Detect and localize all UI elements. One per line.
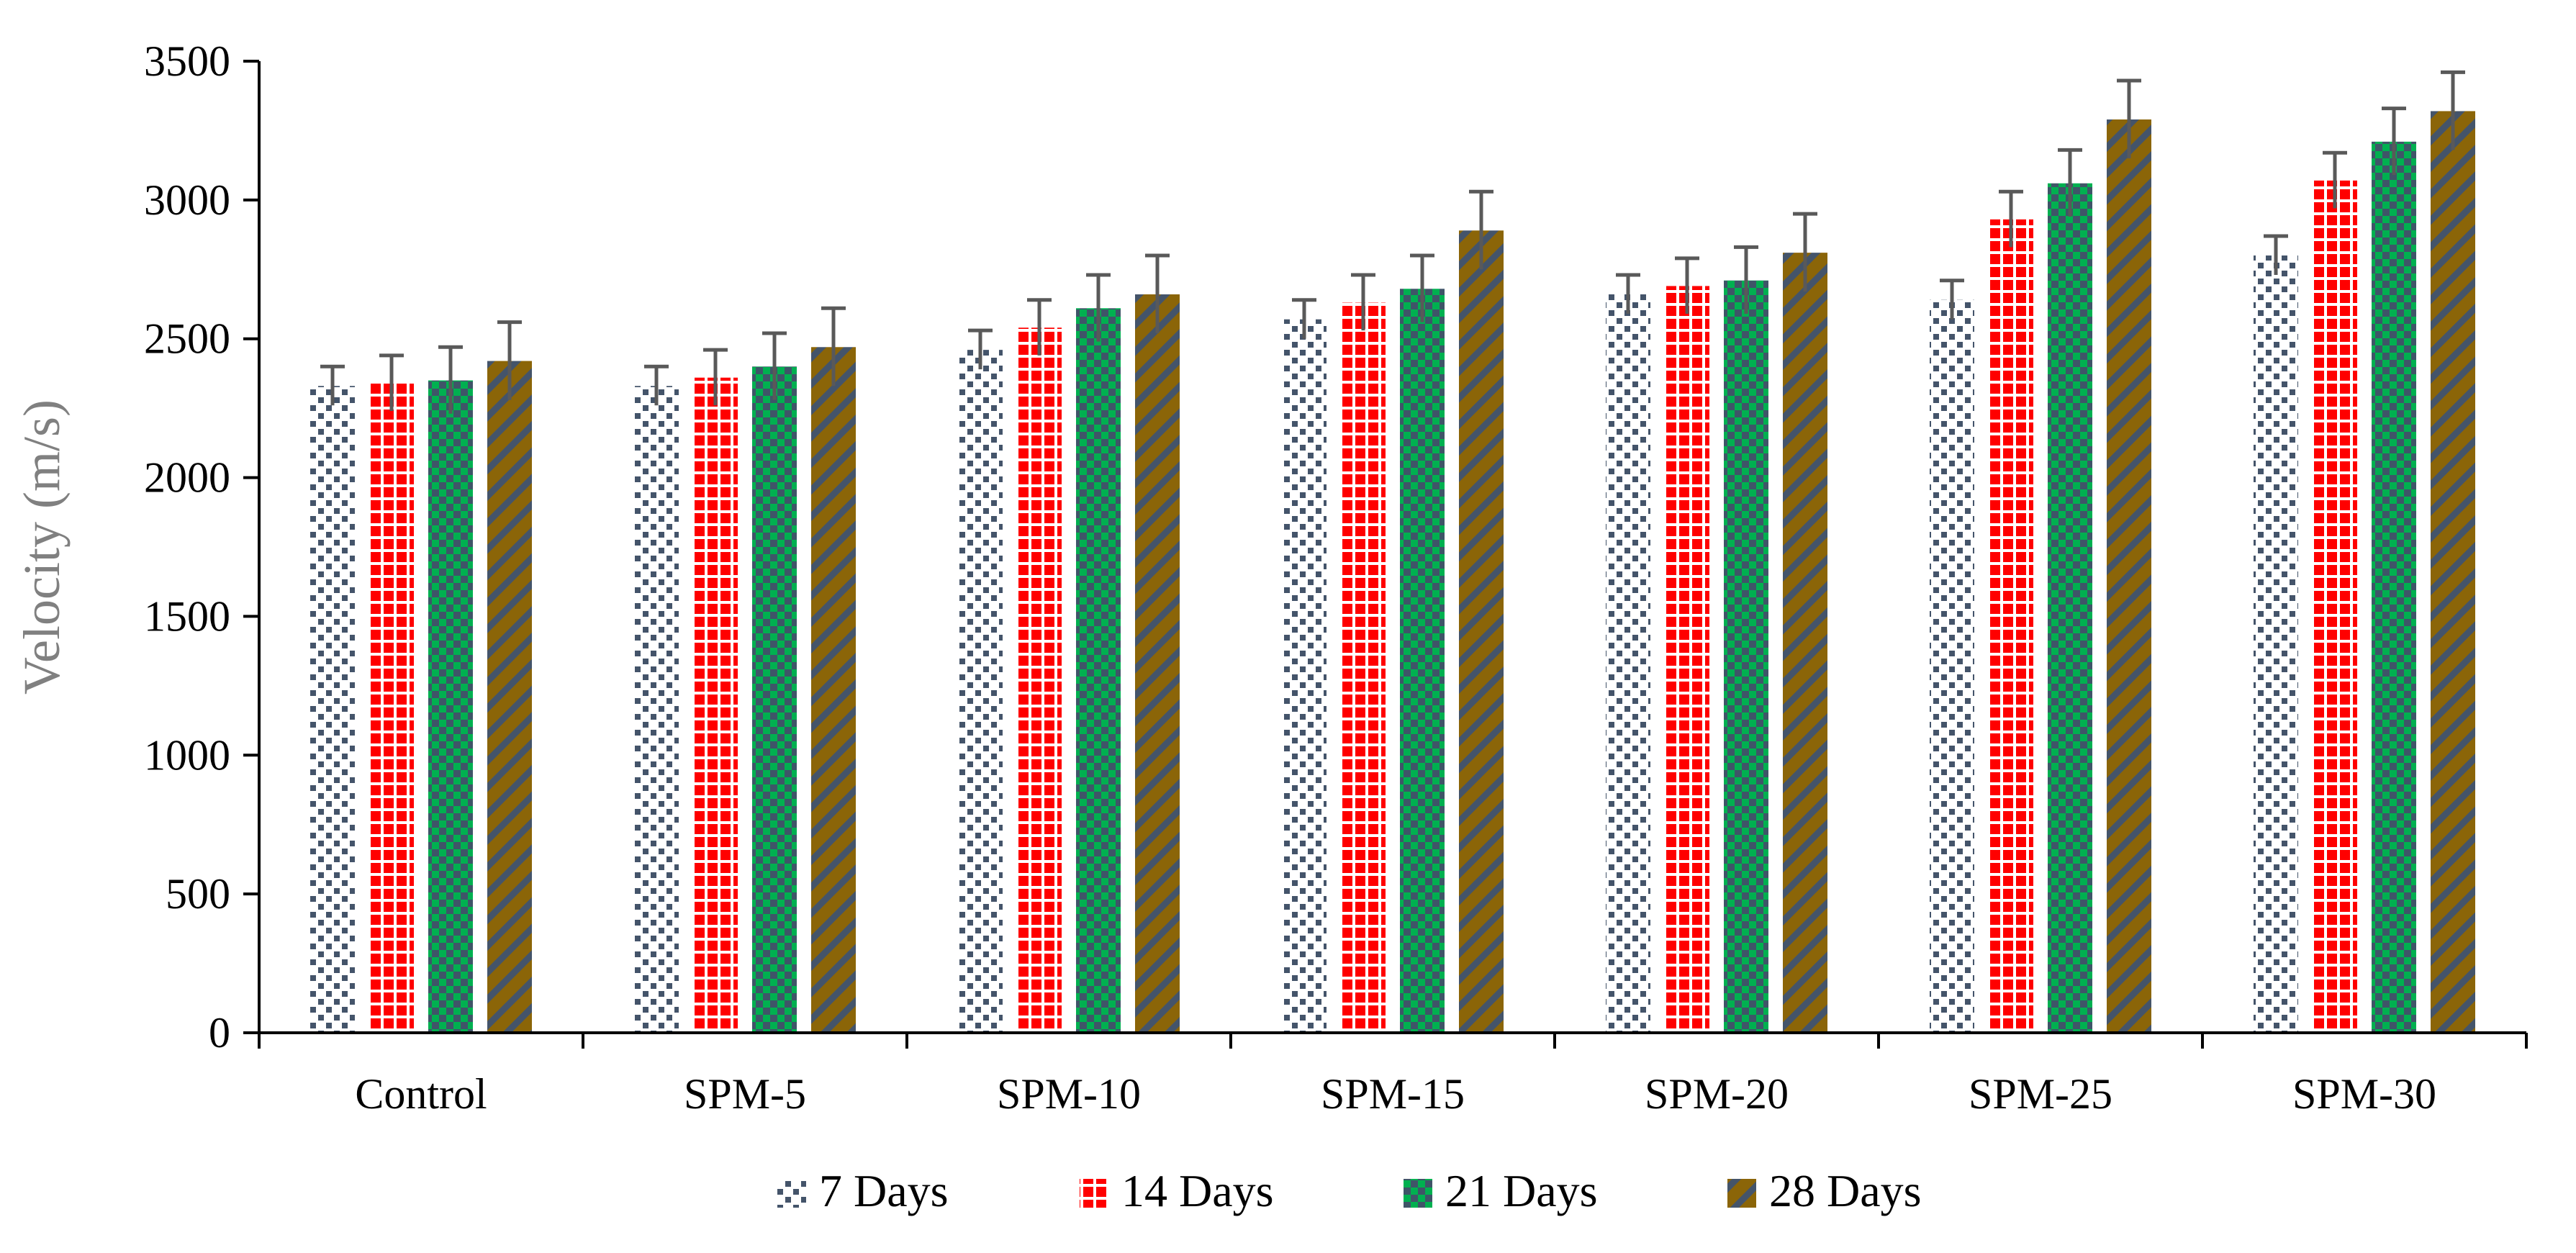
bar: [1930, 299, 1974, 1033]
legend: 7 Days 14 Days 21 Days 28 Days: [777, 1165, 1922, 1216]
y-tick-label: 3500: [144, 37, 230, 85]
bar: [369, 383, 414, 1033]
y-tick-label: 2500: [144, 315, 230, 363]
bar: [1459, 230, 1504, 1033]
bar: [2048, 183, 2092, 1033]
bar: [2372, 141, 2416, 1033]
y-tick-label: 3000: [144, 176, 230, 224]
x-tick-label: SPM-5: [684, 1070, 806, 1118]
bar: [2313, 180, 2357, 1033]
x-tick-label: Control: [355, 1070, 487, 1118]
x-tick-label: SPM-25: [1969, 1070, 2112, 1118]
y-tick-label: 500: [166, 870, 230, 918]
x-tick-label: SPM-20: [1645, 1070, 1789, 1118]
bars: [310, 111, 2475, 1033]
bar: [1989, 219, 2033, 1033]
bar: [310, 386, 355, 1033]
bar: [428, 380, 473, 1033]
y-tick-label: 0: [209, 1009, 230, 1057]
bar: [1665, 286, 1709, 1033]
bar: [1724, 280, 1768, 1033]
bar: [634, 386, 679, 1033]
bar: [1341, 302, 1386, 1033]
bar: [487, 361, 532, 1033]
x-axis: Control SPM-5 SPM-10 SPM-15 SPM-20 SPM-25 SPM-…: [258, 1031, 2528, 1118]
y-tick-label: 2000: [144, 454, 230, 502]
legend-swatch: [777, 1179, 806, 1208]
bar: [2431, 111, 2475, 1033]
bar: [2254, 255, 2298, 1033]
legend-swatch: [1404, 1179, 1432, 1208]
bar: [1282, 319, 1327, 1033]
x-tick-label: SPM-15: [1321, 1070, 1465, 1118]
bar: [1783, 253, 1827, 1033]
y-axis-title: Velocity (m/s): [13, 399, 71, 695]
x-tick-label: SPM-10: [997, 1070, 1141, 1118]
legend-label: 28 Days: [1769, 1165, 1922, 1216]
bar: [811, 347, 856, 1033]
bar: [1606, 294, 1650, 1033]
bar: [2107, 119, 2151, 1033]
bar: [1135, 294, 1180, 1033]
bar: [752, 366, 797, 1033]
error-bars: [320, 70, 2465, 414]
x-tick-label: SPM-30: [2292, 1070, 2436, 1118]
legend-label: 7 Days: [819, 1165, 949, 1216]
bar: [693, 377, 738, 1033]
bar: [1017, 327, 1062, 1033]
legend-label: 21 Days: [1445, 1165, 1598, 1216]
legend-swatch: [1727, 1179, 1756, 1208]
y-axis: 0 500 1000 1500 2000 2500 3000 3500: [144, 37, 261, 1057]
y-tick-label: 1000: [144, 731, 230, 779]
legend-swatch: [1080, 1179, 1108, 1208]
bar: [1400, 289, 1445, 1033]
bar: [1076, 308, 1121, 1033]
bar: [958, 350, 1003, 1033]
y-tick-label: 1500: [144, 592, 230, 640]
legend-label: 14 Days: [1121, 1165, 1274, 1216]
